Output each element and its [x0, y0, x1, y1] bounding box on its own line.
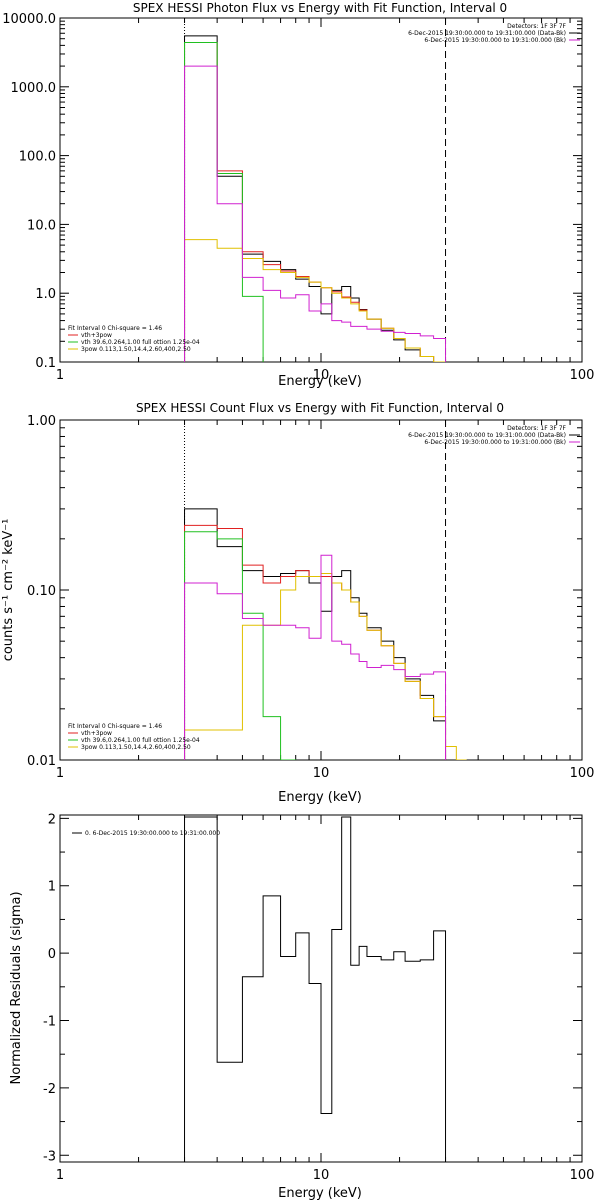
y-tick-label: 10.0 — [27, 218, 56, 233]
series-0-histogram — [184, 508, 447, 760]
y-tick-label: -2 — [43, 1082, 56, 1097]
series-4-histogram — [184, 65, 447, 362]
series-2-histogram — [184, 42, 264, 362]
y-tick-label: 0.01 — [27, 754, 56, 769]
x-tick-label: 1 — [56, 1168, 64, 1183]
legend-bottom-left-text: 3pow 0.113,1.50,14.4,2.60,400,2.50 — [81, 346, 191, 353]
legend-bottom-left-text: vth 39.6,0.264,1.00 full ottion 1.25e-04 — [81, 737, 200, 744]
y-axis-label: Normalized Residuals (sigma) — [9, 891, 24, 1084]
x-tick-label: 10 — [313, 368, 330, 383]
residuals-chart: Energy (keV) Normalized Residuals (sigma… — [9, 812, 594, 1200]
y-tick-label: 0 — [48, 947, 56, 962]
y-tick-label: 0.1 — [35, 356, 56, 371]
y-axis-label: counts s⁻¹ cm⁻² keV⁻¹ — [1, 519, 16, 662]
legend-bottom-left-text: vth+3pow — [81, 730, 112, 737]
series-2-histogram — [184, 531, 297, 760]
y-tick-label: 10000.0 — [2, 12, 56, 27]
legend-top-right-text: Detectors: 1F 3F 7F — [507, 23, 566, 30]
chart-title: SPEX HESSI Photon Flux vs Energy with Fi… — [133, 1, 507, 15]
y-tick-label: -3 — [43, 1149, 56, 1164]
legend-bottom-left-text: Fit Interval 0 Chi-square = 1.46 — [68, 723, 162, 730]
x-tick-label: 1 — [56, 766, 64, 781]
series-1-histogram — [184, 524, 447, 760]
legend-bottom-left-text: vth 39.6,0.264,1.00 full ottion 1.25e-04 — [81, 339, 200, 346]
count-flux-chart: SPEX HESSI Count Flux vs Energy with Fit… — [1, 401, 594, 805]
x-tick-label: 10 — [313, 1168, 330, 1183]
y-tick-label: 100.0 — [19, 150, 56, 165]
legend-top-right-text: 6-Dec-2015 19:30:00.000 to 19:31:00.000 … — [424, 439, 566, 446]
x-tick-label: 100 — [570, 1168, 595, 1183]
y-tick-label: 0.10 — [27, 584, 56, 599]
legend-top-right-text: Detectors: 1F 3F 7F — [507, 425, 566, 432]
series-group — [184, 508, 467, 760]
series-group — [184, 35, 447, 362]
x-tick-label: 100 — [570, 766, 595, 781]
y-tick-label: 2 — [48, 812, 56, 827]
legend-top-right-text: 6-Dec-2015 19:30:00.000 to 19:31:00.000 … — [408, 30, 566, 37]
photon-flux-chart: SPEX HESSI Photon Flux vs Energy with Fi… — [2, 1, 594, 389]
series-0-histogram — [184, 816, 447, 1162]
series-4-histogram — [184, 554, 447, 760]
x-tick-label: 1 — [56, 368, 64, 383]
y-tick-label: 1000.0 — [11, 81, 57, 96]
series-group — [184, 816, 447, 1162]
x-axis-label: Energy (keV) — [278, 374, 362, 389]
y-tick-label: -1 — [43, 1015, 56, 1030]
legend-top-right-text: 6-Dec-2015 19:30:00.000 to 19:31:00.000 … — [408, 432, 566, 439]
legend-bottom-left-text: 3pow 0.113,1.50,14.4,2.60,400,2.50 — [81, 744, 191, 751]
legend-bottom-left-text: vth+3pow — [81, 332, 112, 339]
y-tick-label: 1.00 — [27, 414, 56, 429]
series-1-histogram — [184, 42, 447, 362]
chart-title: SPEX HESSI Count Flux vs Energy with Fit… — [136, 401, 504, 415]
legend-bottom-left-text: Fit Interval 0 Chi-square = 1.46 — [68, 325, 162, 332]
x-tick-label: 100 — [570, 368, 595, 383]
x-tick-label: 10 — [313, 766, 330, 781]
x-axis-label: Energy (keV) — [278, 790, 362, 805]
legend-top-left-text: 0. 6-Dec-2015 19:30:00.000 to 19:31:00.0… — [85, 830, 220, 837]
y-tick-label: 1 — [48, 880, 56, 895]
y-tick-label: 1.0 — [35, 287, 56, 302]
series-3-histogram — [184, 573, 467, 760]
series-3-histogram — [184, 239, 447, 362]
series-0-histogram — [184, 35, 447, 362]
x-axis-label: Energy (keV) — [278, 1186, 362, 1200]
legend-top-right-text: 6-Dec-2015 19:30:00.000 to 19:31:00.000 … — [424, 37, 566, 44]
